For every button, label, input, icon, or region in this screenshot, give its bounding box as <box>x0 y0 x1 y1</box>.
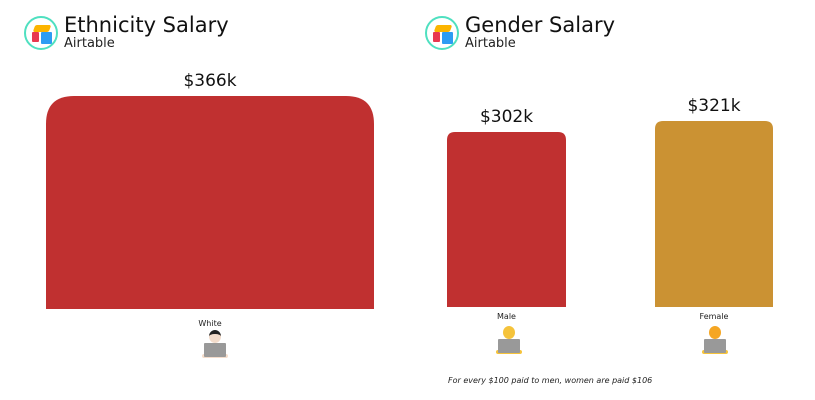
pay-gap-annotation: For every $100 paid to men, women are pa… <box>448 376 653 385</box>
ethnicity-header: Ethnicity Salary Airtable <box>24 14 229 51</box>
man-technologist-icon <box>494 326 524 356</box>
airtable-logo-icon <box>24 15 58 50</box>
bar-male <box>447 132 566 307</box>
data-label: $321k <box>687 96 740 116</box>
chart-title: Gender Salary <box>465 13 616 37</box>
woman-technologist-icon <box>700 326 730 356</box>
chart-source: Airtable <box>64 36 115 51</box>
bar-female <box>655 120 773 307</box>
chart-source: Airtable <box>465 36 516 51</box>
airtable-logo-icon <box>425 15 459 50</box>
chart-title: Ethnicity Salary <box>64 13 229 37</box>
data-label: $302k <box>480 107 533 127</box>
category-label: White <box>198 319 221 328</box>
woman-technologist-light-skin-icon <box>200 330 230 360</box>
data-label: $366k <box>183 71 236 91</box>
bar-white <box>46 96 374 309</box>
gender-header: Gender Salary Airtable <box>425 14 615 51</box>
category-label: Male <box>497 312 516 321</box>
category-label: Female <box>700 312 729 321</box>
